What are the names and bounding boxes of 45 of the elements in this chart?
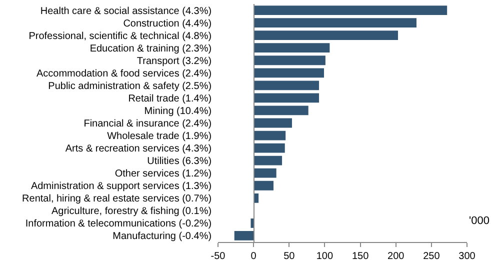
x-tick-label: 100 (316, 251, 334, 262)
bar (254, 180, 274, 190)
x-tick-label: 200 (388, 251, 405, 262)
bar (250, 218, 254, 228)
bar (254, 156, 282, 166)
x-tick-label: 150 (352, 251, 370, 262)
y-tick-label: Rental, hiring & real estate services (0.7%) (22, 194, 212, 205)
y-tick-label: Utilities (6.3%) (147, 156, 212, 168)
bar (254, 30, 398, 40)
y-tick-label: Accommodation & food services (2.4%) (36, 68, 212, 80)
y-tick-label: Mining (10.4%) (144, 106, 212, 117)
bar (254, 118, 292, 128)
bar (254, 6, 448, 15)
x-tick-label: 0 (250, 251, 257, 262)
y-tick-label: Public administration & safety (2.5%) (48, 80, 212, 92)
bar (254, 68, 324, 78)
y-tick-label: Wholesale trade (1.9%) (107, 131, 212, 142)
bar (254, 168, 276, 178)
y-tick-label: Professional, scientific & technical (4.8%) (28, 30, 212, 42)
y-tick-label: Information & telecommunications (-0.2%) (25, 218, 212, 230)
y-tick-label: Health care & social assistance (4.3%) (40, 6, 212, 17)
y-tick-label: Arts & recreation services (4.3%) (65, 144, 212, 155)
bar (254, 18, 416, 28)
bar (254, 43, 330, 53)
x-tick-label: 50 (284, 251, 296, 262)
bar (254, 80, 320, 90)
x-tick-label: 300 (458, 251, 476, 262)
y-tick-label: Financial & insurance (2.4%) (84, 118, 212, 130)
y-tick-label: Transport (3.2%) (136, 56, 212, 67)
y-tick-label: Construction (4.4%) (123, 18, 212, 30)
y-tick-label: Retail trade (1.4%) (128, 93, 212, 104)
y-tick-label: Manufacturing (-0.4%) (112, 231, 212, 242)
x-tick-label: -50 (210, 251, 226, 262)
x-tick-label: 250 (423, 251, 440, 262)
y-tick-label: Administration & support services (1.3%) (30, 181, 212, 192)
y-tick-label: Other services (1.2%) (114, 168, 212, 180)
y-tick-label: Agriculture, forestry & fishing (0.1%) (52, 206, 212, 218)
bar (254, 56, 326, 66)
y-tick-label: Education & training (2.3%) (90, 43, 212, 54)
bar (254, 93, 320, 103)
bar (254, 130, 286, 140)
bar (234, 231, 254, 240)
bar (254, 106, 308, 116)
bar (254, 143, 285, 153)
text: '000 (469, 215, 490, 227)
